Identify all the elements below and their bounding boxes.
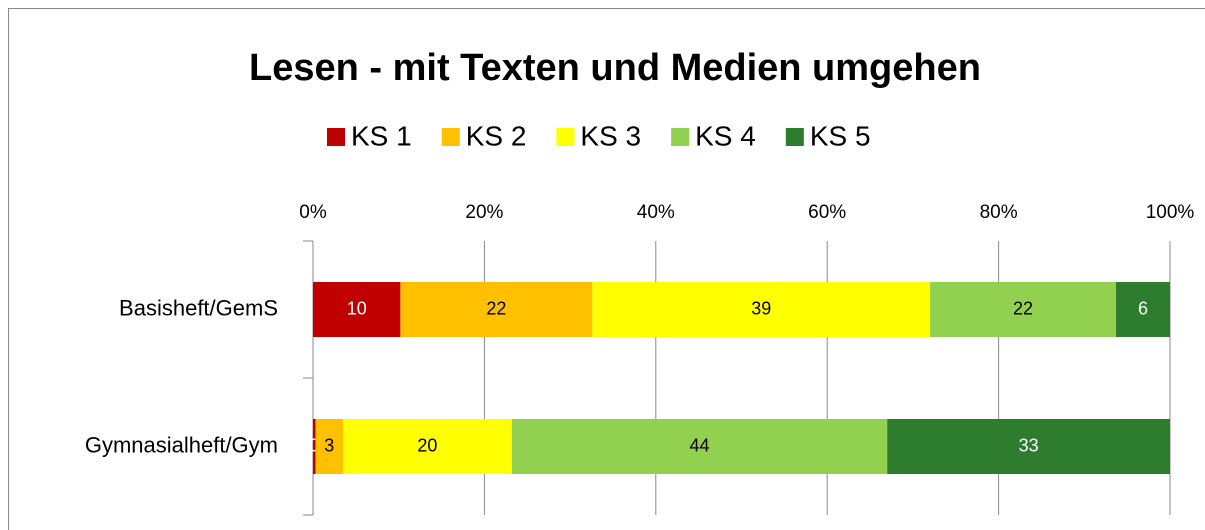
data-label: 22 — [1013, 298, 1033, 318]
bar-segment — [315, 419, 343, 474]
bar-segment — [887, 419, 1170, 474]
legend-swatch — [785, 128, 804, 146]
bar-segment — [1116, 282, 1170, 337]
x-tick-label: 60% — [808, 202, 846, 223]
chart-title: Lesen - mit Texten und Medien umgehen — [249, 47, 981, 89]
x-tick-label: 100% — [1146, 202, 1195, 223]
data-label: 6 — [1138, 298, 1148, 318]
data-label: 39 — [751, 298, 771, 318]
x-tick-label: 40% — [637, 202, 675, 223]
data-label: 22 — [486, 298, 506, 318]
legend-label: KS 3 — [580, 120, 641, 151]
legend-label: KS 4 — [695, 120, 756, 151]
data-label: 33 — [1019, 435, 1039, 455]
y-tick-label: Gymnasialheft/Gym — [85, 432, 278, 457]
legend-label: KS 1 — [351, 120, 412, 151]
data-label: 3 — [324, 435, 334, 455]
x-tick-label: 0% — [299, 202, 327, 223]
data-label: 0 — [309, 435, 319, 455]
bar-segment — [930, 282, 1117, 337]
bar-segment — [400, 282, 593, 337]
data-label: 10 — [347, 298, 367, 318]
bar-segment — [313, 282, 401, 337]
y-tick-label: Basisheft/GemS — [119, 295, 278, 320]
x-tick-label: 20% — [465, 202, 503, 223]
legend-swatch — [671, 128, 690, 146]
bar-segment — [511, 419, 888, 474]
data-label: 20 — [417, 435, 437, 455]
legend-label: KS 5 — [810, 120, 871, 151]
legend-label: KS 2 — [466, 120, 527, 151]
x-tick-label: 80% — [980, 202, 1018, 223]
bar-segment — [313, 419, 316, 474]
legend-swatch — [556, 128, 575, 146]
legend-swatch — [441, 128, 460, 146]
bar-segment — [592, 282, 931, 337]
legend-swatch — [327, 128, 345, 146]
bar-segment — [342, 419, 512, 474]
data-label: 44 — [689, 435, 709, 455]
